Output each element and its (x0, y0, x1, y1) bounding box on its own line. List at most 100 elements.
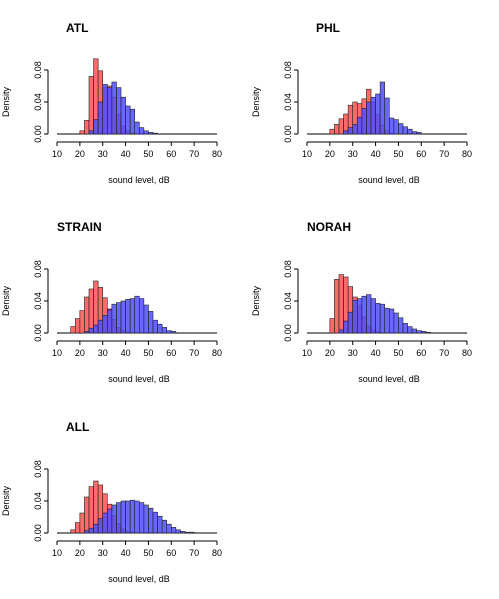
histogram-bar (97, 319, 104, 334)
histogram-bar (184, 531, 190, 534)
histogram-bar (166, 523, 172, 534)
x-tick-label: 10 (52, 149, 62, 159)
x-tick-label: 60 (166, 348, 176, 358)
histogram-bar (343, 320, 349, 334)
x-axis-label: sound level, dB (358, 374, 420, 384)
x-tick-label: 10 (52, 548, 62, 558)
histogram-bar (152, 132, 158, 135)
histogram-bar (161, 327, 168, 334)
x-tick-label: 60 (416, 348, 426, 358)
histogram-bar (384, 307, 390, 334)
histogram-bar (125, 105, 131, 135)
x-tick-label: 50 (393, 348, 403, 358)
histogram-bar (88, 288, 94, 334)
histogram-bar (375, 93, 381, 135)
x-tick-label: 50 (143, 149, 153, 159)
histogram-bar (88, 527, 94, 534)
histogram-bar (416, 330, 422, 334)
histogram-bar (347, 127, 354, 135)
series-blue (88, 81, 158, 135)
histogram-bar (70, 529, 76, 534)
histogram-bar (97, 518, 104, 534)
histogram-bar (411, 131, 418, 135)
histogram-bar (379, 303, 386, 334)
x-tick-label: 60 (416, 149, 426, 159)
histogram-bar (375, 303, 381, 334)
histogram-bar (116, 302, 122, 334)
y-axis-label: Density (251, 86, 261, 117)
y-tick-label: 0.04 (33, 93, 43, 111)
histogram-bar (88, 486, 94, 534)
histogram-bar (393, 312, 399, 334)
histogram-bar (138, 502, 145, 534)
histogram-bar (170, 331, 177, 334)
histogram-bar (393, 119, 399, 135)
histogram-bar (175, 529, 181, 534)
x-tick-label: 70 (439, 149, 449, 159)
y-axis-label: Density (251, 285, 261, 316)
histogram-bar (148, 311, 154, 334)
chart-title: NORAH (307, 220, 351, 234)
x-tick-label: 70 (189, 548, 199, 558)
histogram-bar (120, 500, 126, 534)
chart-title: ATL (66, 21, 88, 35)
x-tick-label: 70 (189, 348, 199, 358)
histogram-bar (79, 512, 85, 534)
histogram-bar (329, 128, 335, 135)
histogram-bar (148, 132, 154, 135)
histogram-bar (329, 318, 335, 334)
y-tick-label: 0.08 (33, 460, 43, 478)
y-tick-label: 0.08 (283, 260, 293, 278)
histogram-bar (138, 127, 145, 135)
histogram-bar (334, 124, 340, 135)
y-tick-label: 0.00 (33, 524, 43, 542)
histogram-bar (352, 299, 358, 334)
histogram-bar (420, 331, 427, 334)
histogram-bar (134, 295, 140, 334)
histogram-bar (93, 324, 99, 334)
x-tick-label: 20 (325, 149, 335, 159)
histogram-bar (138, 298, 145, 334)
histogram-bar (388, 308, 395, 334)
chart-title: ALL (66, 420, 89, 434)
x-tick-label: 30 (98, 348, 108, 358)
histogram-bar (152, 319, 158, 334)
histogram-bar (134, 121, 140, 135)
histogram-bar (93, 119, 99, 135)
histogram-bar (370, 298, 376, 334)
y-tick-label: 0.08 (283, 61, 293, 79)
x-tick-label: 20 (75, 348, 85, 358)
x-tick-label: 40 (121, 149, 131, 159)
histogram-bar (88, 130, 94, 135)
histogram-bar (388, 117, 395, 135)
histogram-bar (84, 496, 90, 534)
histogram-bar (129, 298, 136, 334)
chart-panel: ALL 10 20 30 40 50 60 70 80 sound level, dB 0.00 0.… (1, 420, 222, 584)
x-tick-label: 10 (52, 348, 62, 358)
chart-panel: STRAIN 10 20 30 40 50 60 70 80 sound level, dB 0.0… (1, 220, 222, 384)
histogram-bar (361, 295, 367, 334)
histogram-bar (402, 126, 408, 135)
histogram-bar (180, 531, 186, 534)
histogram-bar (366, 101, 372, 135)
histogram-bar (125, 500, 131, 534)
x-tick-label: 30 (348, 149, 358, 159)
histogram-bar (148, 507, 154, 534)
histogram-bar (70, 326, 76, 334)
chart-title: PHL (316, 21, 340, 35)
x-tick-label: 50 (393, 149, 403, 159)
x-tick-label: 30 (348, 348, 358, 358)
histogram-bar (347, 311, 354, 334)
histogram-bar (356, 298, 363, 334)
histogram-bar (343, 130, 349, 135)
histogram-bar (97, 101, 104, 135)
histogram-bar (338, 118, 344, 135)
histogram-bar (334, 279, 340, 334)
x-tick-label: 80 (462, 149, 472, 159)
x-tick-label: 10 (302, 348, 312, 358)
y-tick-label: 0.04 (33, 492, 43, 510)
histogram-bar (170, 527, 177, 534)
x-axis-label: sound level, dB (108, 574, 170, 584)
histogram-bar (361, 108, 367, 135)
